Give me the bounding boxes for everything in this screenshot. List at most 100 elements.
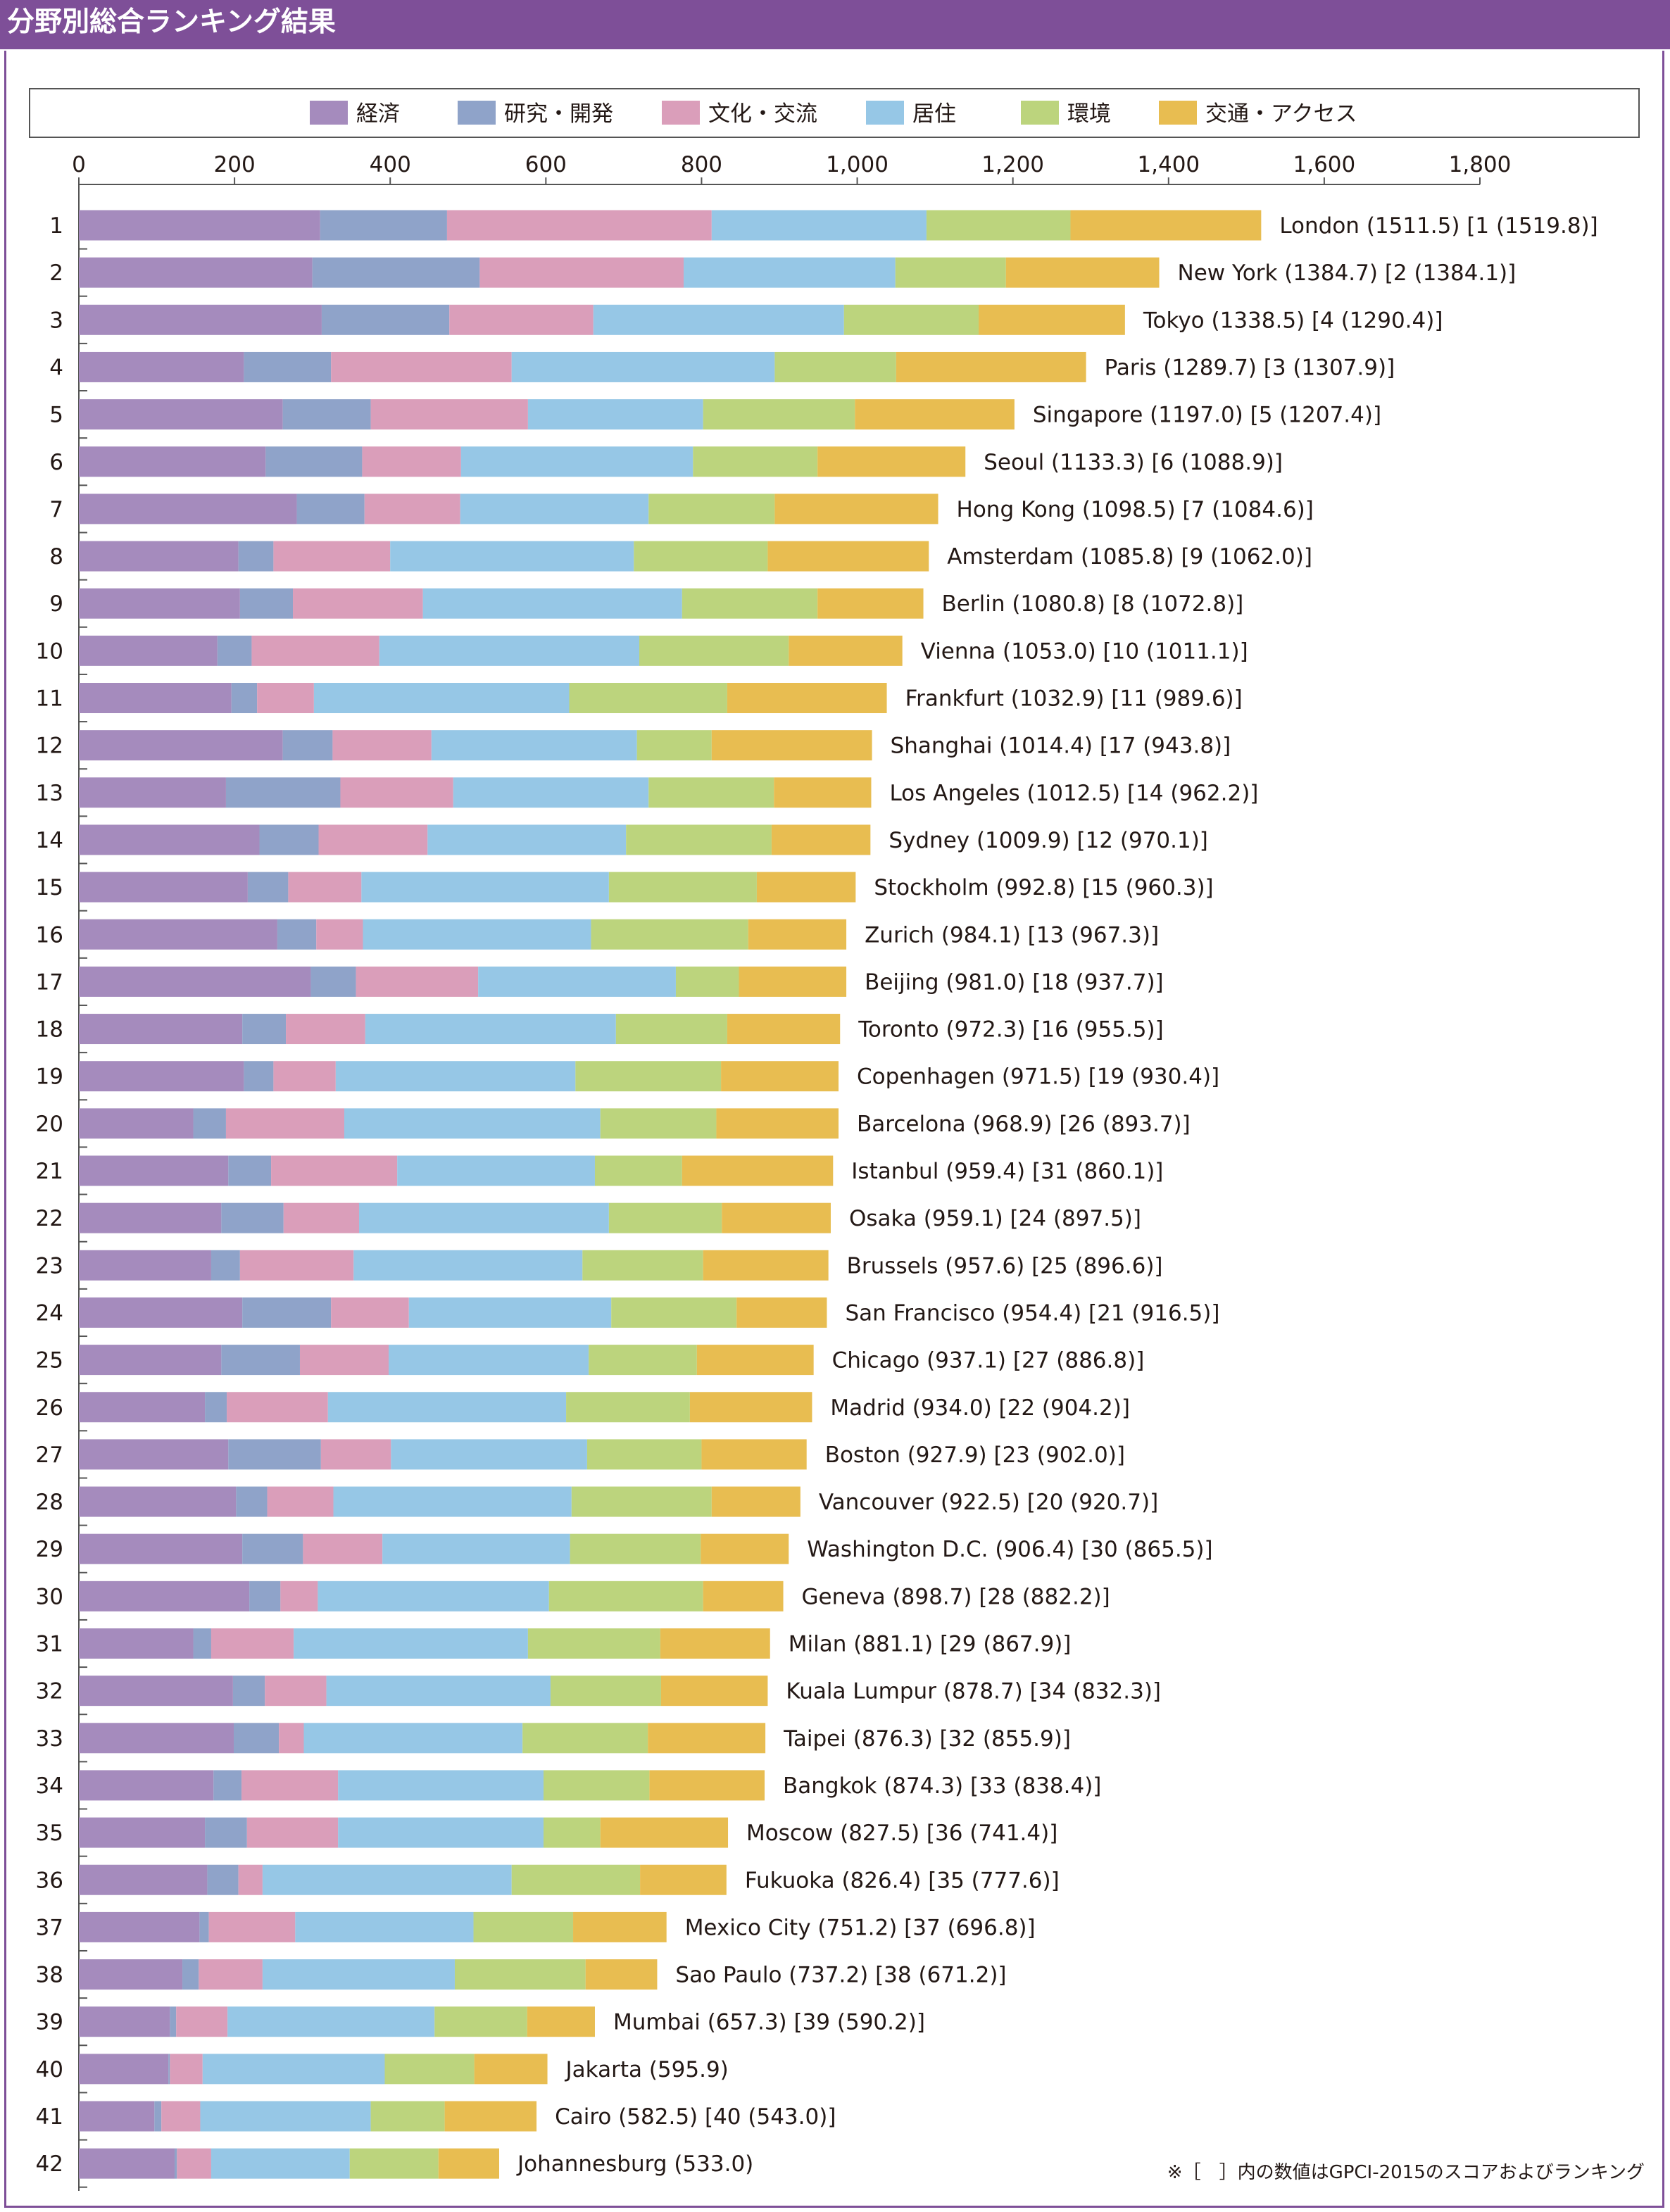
bar-segment [771, 824, 871, 855]
bar-segment [767, 541, 929, 572]
bar-segment [79, 446, 266, 477]
bar-segment [390, 541, 634, 572]
bar-segment [511, 1864, 641, 1895]
bar-segment [246, 1817, 339, 1848]
bar-segment [569, 683, 727, 713]
bar-segment [573, 1911, 667, 1942]
bar-segment [282, 730, 333, 761]
bar-segment [79, 1533, 243, 1564]
bar-segment [361, 872, 609, 903]
x-tick-label: 1,400 [1137, 152, 1200, 177]
bar-segment [193, 1628, 211, 1659]
bar-segment [273, 1061, 336, 1092]
bar-label: San Francisco (954.4) [21 (916.5)] [845, 1300, 1219, 1326]
bar-segment [249, 1581, 281, 1611]
bar-segment [193, 1108, 226, 1139]
bar-segment [79, 351, 244, 382]
bar-segment [896, 351, 1086, 382]
rank-label: 42 [36, 2151, 63, 2177]
bar-segment [259, 824, 319, 855]
bar-segment [294, 1628, 528, 1659]
bar-label: Geneva (898.7) [28 (882.2)] [802, 1584, 1110, 1609]
bar-segment [711, 210, 927, 241]
bar-segment [232, 1676, 265, 1707]
bar-segment [239, 1250, 354, 1281]
bar-segment [422, 588, 682, 619]
rank-label: 5 [49, 403, 63, 428]
rank-label: 6 [49, 450, 63, 475]
bar-label: Vancouver (922.5) [20 (920.7)] [819, 1490, 1158, 1515]
bar-segment [277, 919, 317, 950]
rank-label: 14 [36, 828, 63, 853]
bar-segment [265, 446, 363, 477]
bar-label: Taipei (876.3) [32 (855.9)] [783, 1726, 1071, 1752]
rank-label: 36 [36, 1868, 63, 1893]
bar-label: Berlin (1080.8) [8 (1072.8)] [942, 591, 1244, 617]
legend-label: 環境 [1067, 101, 1111, 127]
bar-segment [585, 1959, 658, 1990]
bar-segment [79, 1061, 244, 1092]
bar-segment [331, 1297, 409, 1328]
bar-segment [293, 588, 423, 619]
bar-segment [303, 1533, 383, 1564]
bar-segment [79, 1959, 183, 1990]
bar-segment [774, 351, 896, 382]
rank-label: 25 [36, 1348, 63, 1374]
bar-segment [701, 1533, 789, 1564]
bar-segment [460, 494, 649, 524]
bar-segment [79, 2006, 170, 2037]
bar-segment [703, 399, 855, 430]
bar-segment [205, 1392, 227, 1423]
bar-segment [225, 1108, 344, 1139]
rank-label: 28 [36, 1490, 63, 1515]
bar-label: Johannesburg (533.0) [516, 2151, 753, 2177]
bar-segment [639, 635, 789, 666]
bar-segment [817, 588, 924, 619]
bar-segment [843, 304, 979, 335]
bar-segment [282, 399, 371, 430]
bar-segment [648, 777, 774, 808]
bar-segment [221, 1345, 300, 1376]
bar-segment [611, 1297, 737, 1328]
bar-label: Washington D.C. (906.4) [30 (865.5)] [807, 1537, 1212, 1562]
bar-segment [364, 494, 460, 524]
bar-segment [626, 824, 772, 855]
bar-segment [682, 588, 818, 619]
footnote: ※［ ］内の数値はGPCI-2015のスコアおよびランキング [1167, 2162, 1645, 2183]
bar-label: Mexico City (751.2) [37 (696.8)] [685, 1915, 1036, 1940]
bar-segment [265, 1676, 327, 1707]
bar-segment [207, 1864, 239, 1895]
bar-label: Mumbai (657.3) [39 (590.2)] [613, 2010, 925, 2035]
bar-label: Barcelona (968.9) [26 (893.7)] [857, 1112, 1191, 1137]
bar-segment [208, 1911, 296, 1942]
rank-label: 23 [36, 1253, 63, 1278]
bar-segment [79, 1628, 194, 1659]
bar-segment [449, 304, 594, 335]
bar-segment [288, 872, 362, 903]
bar-segment [722, 1202, 831, 1233]
bar-segment [262, 1959, 455, 1990]
bar-segment [239, 588, 294, 619]
bar-segment [682, 1155, 834, 1186]
bar-label: New York (1384.7) [2 (1384.1)] [1178, 260, 1517, 286]
bar-segment [474, 2054, 548, 2085]
bar-segment [295, 1911, 474, 1942]
bar-segment [221, 1202, 284, 1233]
bar-segment [238, 1864, 263, 1895]
bar-label: Vienna (1053.0) [10 (1011.1)] [921, 639, 1248, 664]
bar-label: Chicago (937.1) [27 (886.8)] [832, 1348, 1145, 1374]
bar-segment [756, 872, 856, 903]
bar-segment [313, 683, 570, 713]
bar-segment [79, 541, 239, 572]
bar-segment [310, 966, 356, 997]
bar-segment [431, 730, 637, 761]
bar-segment [320, 210, 447, 241]
bar-segment [570, 1533, 701, 1564]
bar-segment [79, 872, 248, 903]
rank-label: 32 [36, 1679, 63, 1704]
bar-segment [594, 1155, 682, 1186]
bar-segment [79, 1345, 222, 1376]
bar-segment [154, 2101, 162, 2132]
bar-label: Paris (1289.7) [3 (1307.9)] [1105, 355, 1395, 380]
bar-label: Amsterdam (1085.8) [9 (1062.0)] [947, 544, 1312, 570]
